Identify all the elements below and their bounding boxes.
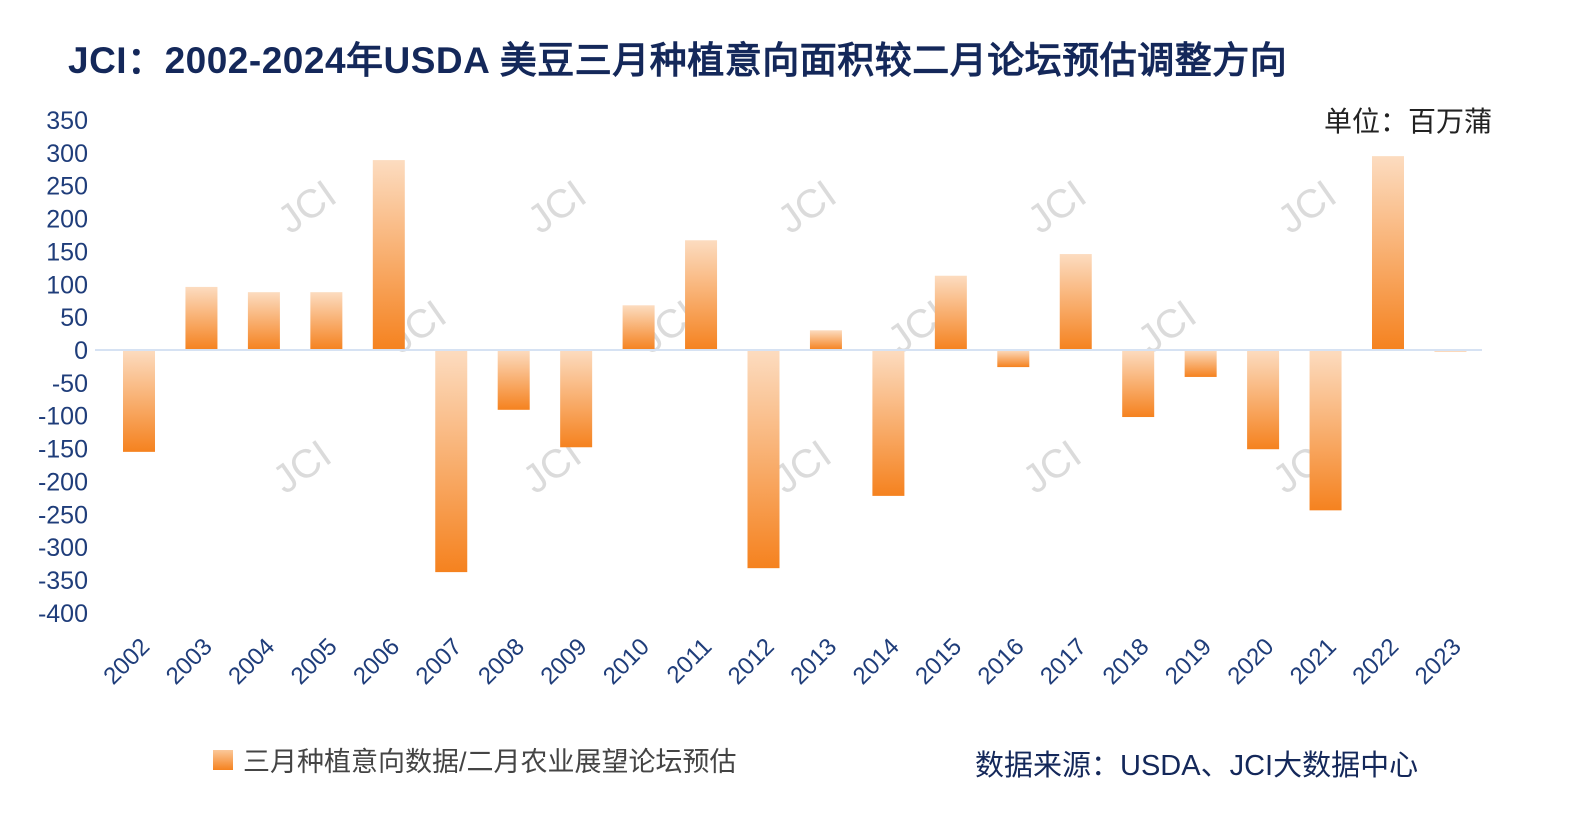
bar-2013	[809, 330, 842, 350]
chart-title: JCI：2002-2024年USDA 美豆三月种植意向面积较二月论坛预估调整方向	[68, 40, 1288, 81]
bar-2016	[997, 350, 1030, 368]
x-tick-label: 2007	[411, 633, 468, 690]
y-tick-label: 100	[46, 271, 88, 299]
y-tick-label: -250	[38, 501, 88, 529]
y-tick-label: -200	[38, 468, 88, 496]
bar-2004	[247, 292, 280, 350]
bar-2022	[1372, 156, 1404, 350]
bar-2012	[747, 350, 780, 569]
bar-2021	[1309, 350, 1342, 511]
x-tick-label: 2010	[598, 633, 655, 690]
bar-2003	[185, 286, 218, 350]
bar-2017	[1059, 254, 1092, 350]
bar-2009	[560, 350, 593, 448]
x-tick-label: 2012	[723, 633, 780, 690]
y-tick-label: -400	[38, 600, 88, 628]
watermark: JCI	[1270, 172, 1344, 242]
watermark: JCI	[770, 172, 844, 242]
bar-2020	[1247, 350, 1280, 450]
x-tick-label: 2002	[98, 633, 155, 690]
x-tick-label: 2017	[1035, 633, 1092, 690]
unit-label: 单位：百万蒲	[1323, 105, 1492, 138]
x-tick-label: 2005	[286, 633, 343, 690]
y-tick-label: 350	[46, 107, 88, 135]
x-tick-label: 2014	[848, 633, 905, 690]
bar-2002	[123, 350, 155, 452]
bar-2014	[872, 350, 905, 496]
x-tick-label: 2019	[1160, 633, 1217, 690]
watermark-text: JCI	[265, 432, 339, 502]
watermark-text: JCI	[770, 172, 844, 242]
y-tick-label: 300	[46, 140, 88, 168]
y-tick-label: -300	[38, 534, 88, 562]
y-tick-label: -100	[38, 403, 88, 431]
bar-2018	[1122, 350, 1155, 418]
y-tick-label: -50	[52, 370, 88, 398]
y-tick-label: -350	[38, 567, 88, 595]
x-tick-label: 2020	[1222, 633, 1279, 690]
y-tick-label: 50	[60, 304, 88, 332]
y-tick-label: 250	[46, 173, 88, 201]
watermark-text: JCI	[270, 172, 344, 242]
x-tick-label: 2009	[536, 633, 593, 690]
bar-2010	[622, 305, 655, 350]
x-tick-label: 2018	[1098, 633, 1155, 690]
watermark: JCI	[1020, 172, 1094, 242]
bar-2011	[685, 240, 718, 350]
bar-2008	[497, 350, 530, 410]
x-tick-label: 2022	[1347, 633, 1404, 690]
bar-2019	[1184, 350, 1217, 377]
watermark: JCI	[270, 172, 344, 242]
bar-2015	[934, 275, 967, 350]
y-tick-label: 200	[46, 206, 88, 234]
x-tick-label: 2004	[223, 633, 280, 690]
watermark-text: JCI	[1015, 432, 1089, 502]
x-tick-label: 2013	[785, 633, 842, 690]
bar-2006	[372, 160, 405, 350]
watermark-text: JCI	[1020, 172, 1094, 242]
x-tick-label: 2011	[662, 633, 718, 689]
bar-2005	[310, 292, 343, 350]
legend-label: 三月种植意向数据/二月农业展望论坛预估	[243, 747, 737, 777]
data-source: 数据来源：USDA、JCI大数据中心	[975, 750, 1419, 782]
bar-2007	[435, 350, 468, 573]
x-tick-label: 2021	[1285, 633, 1342, 690]
watermark-text: JCI	[1270, 172, 1344, 242]
x-tick-label: 2016	[973, 633, 1030, 690]
legend-swatch	[213, 749, 233, 770]
watermark-text: JCI	[520, 172, 594, 242]
watermark: JCI	[520, 172, 594, 242]
x-tick-label: 2023	[1410, 633, 1467, 690]
watermark: JCI	[1015, 432, 1089, 502]
x-tick-label: 2015	[910, 633, 967, 690]
x-tick-label: 2008	[473, 633, 530, 690]
y-tick-label: -150	[38, 436, 88, 464]
legend: 三月种植意向数据/二月农业展望论坛预估	[213, 740, 737, 779]
y-tick-label: 0	[74, 337, 88, 365]
y-tick-label: 150	[46, 238, 88, 266]
watermark: JCI	[265, 432, 339, 502]
x-tick-label: 2006	[348, 633, 405, 690]
x-tick-label: 2003	[161, 633, 218, 690]
